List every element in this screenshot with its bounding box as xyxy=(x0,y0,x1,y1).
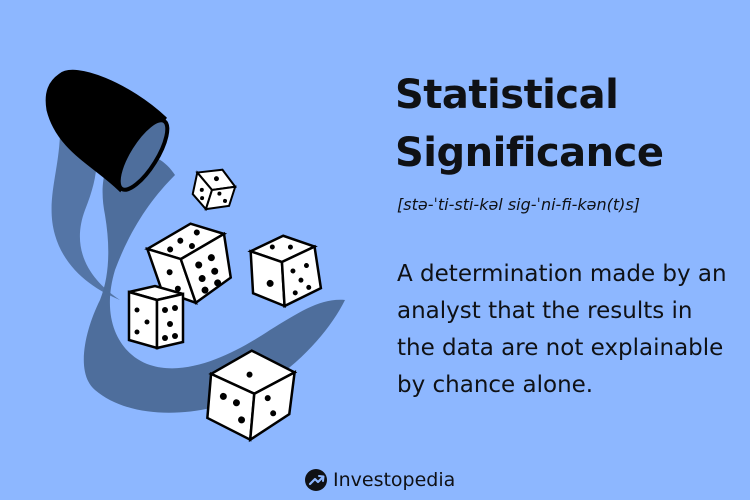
die-large-six xyxy=(144,222,233,305)
pronunciation-text: [stə-ˈti-sti-kəl sig-ˈni-fi-kən(t)s] xyxy=(397,195,640,214)
page-title: Statistical Significance xyxy=(395,72,664,176)
definition-text: A determination made by an analyst that … xyxy=(397,261,727,398)
die-right xyxy=(247,234,323,308)
swoosh-shape xyxy=(83,150,346,413)
die-left xyxy=(127,284,185,350)
dice-cup-icon xyxy=(45,69,170,193)
swoosh-tail-shape xyxy=(51,130,120,300)
brand-name: Investopedia xyxy=(333,469,456,491)
die-small xyxy=(191,168,237,212)
die-bottom xyxy=(206,349,298,443)
dice-cup-illustration xyxy=(45,69,346,443)
brand-footer: Investopedia xyxy=(305,465,455,495)
investopedia-logo-icon xyxy=(305,469,327,491)
